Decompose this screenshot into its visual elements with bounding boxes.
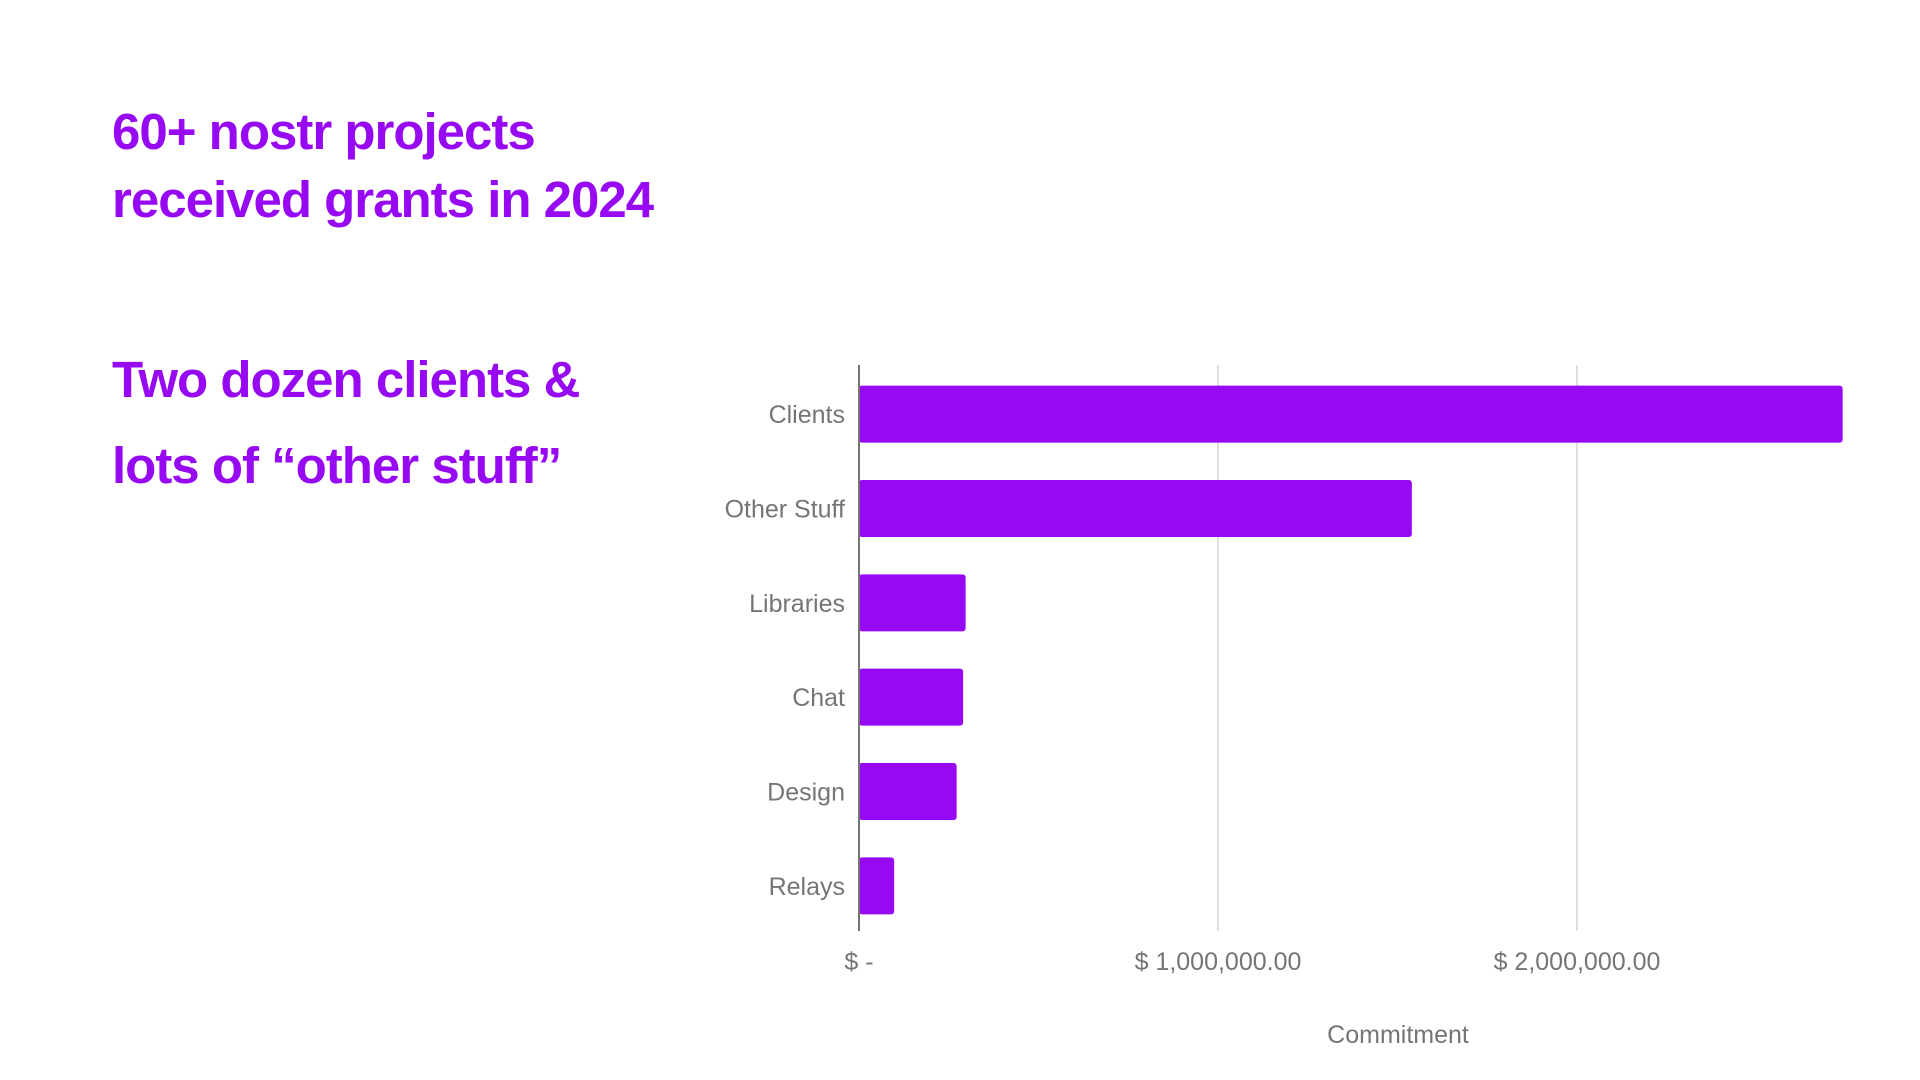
- bar-clients: [859, 385, 1843, 443]
- category-label: Design: [767, 779, 845, 807]
- category-label: Other Stuff: [725, 496, 845, 524]
- bars: [859, 385, 1843, 915]
- bar-libraries: [859, 574, 966, 632]
- category-label: Libraries: [749, 590, 845, 618]
- x-axis-title: Commitment: [1327, 1021, 1469, 1049]
- bar-chat: [859, 668, 964, 726]
- subheadline-line-1: Two dozen clients &: [112, 351, 580, 408]
- category-label: Relays: [769, 873, 845, 901]
- category-labels: Clients Other Stuff Libraries Chat Design Rel…: [725, 401, 845, 901]
- bar-relays: [859, 857, 895, 915]
- headline-line-2: received grants in 2024: [112, 171, 654, 228]
- category-label: Chat: [792, 684, 845, 712]
- x-tick-labels: $ - $ 1,000,000.00 $ 2,000,000.00: [844, 948, 1660, 976]
- x-tick-label: $ 2,000,000.00: [1494, 948, 1661, 976]
- x-tick-label: $ 1,000,000.00: [1135, 948, 1302, 976]
- headline-line-1: 60+ nostr projects: [112, 103, 536, 160]
- x-tick-label: $ -: [844, 948, 873, 976]
- bar-design: [859, 763, 957, 820]
- bar-other-stuff: [859, 480, 1412, 537]
- headline: 60+ nostr projects received grants in 20…: [112, 98, 654, 234]
- gridlines: [1217, 365, 1578, 931]
- category-label: Clients: [769, 401, 845, 429]
- subheadline: Two dozen clients & lots of “other stuff…: [112, 337, 580, 509]
- subheadline-line-2: lots of “other stuff”: [112, 437, 562, 494]
